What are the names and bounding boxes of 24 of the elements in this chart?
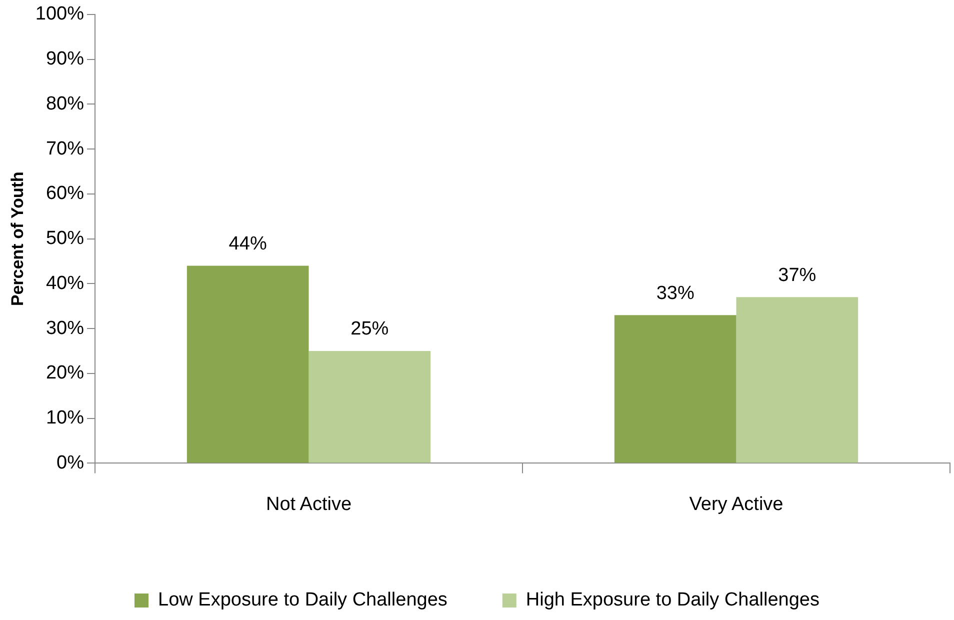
y-tick-label: 90% [46,48,84,70]
y-axis-title: Percent of Youth [8,172,27,306]
x-tick-label: Very Active [689,494,784,515]
bar [308,351,431,463]
y-tick-label: 50% [46,228,84,250]
legend-label: High Exposure to Daily Challenges [526,590,820,611]
y-tick-label: 10% [46,408,84,429]
x-tick-label: Not Active [266,494,352,515]
bar [186,266,309,463]
data-label: 33% [656,282,694,304]
y-tick-label: 40% [46,272,84,294]
data-label: 37% [778,264,816,286]
y-tick-label: 60% [46,183,84,204]
data-label: 44% [228,233,267,254]
y-tick-label: 30% [46,318,84,339]
data-label: 25% [350,318,389,340]
y-tick-label: 100% [35,4,84,25]
bar [736,297,858,463]
legend-label: Low Exposure to Daily Challenges [158,590,448,611]
y-tick-label: 70% [46,138,84,160]
y-tick-label: 20% [46,362,84,384]
y-tick-label: 80% [46,93,84,114]
y-tick-label: 0% [56,452,84,474]
bar [614,315,736,463]
